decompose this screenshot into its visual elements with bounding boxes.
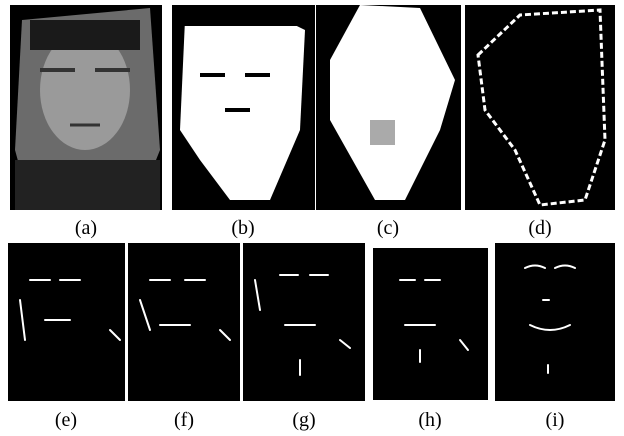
- image-panel: [465, 5, 615, 210]
- image-panel: [495, 243, 615, 401]
- panel-label: (e): [55, 409, 77, 431]
- panel-label: (a): [75, 217, 97, 239]
- image-panel: [243, 243, 365, 401]
- image-panel: [172, 5, 315, 210]
- panel-label: (d): [528, 217, 551, 239]
- image-panel: [373, 248, 488, 400]
- figure: (a) (b) (c) (d) (e) (f) (g) (h) (i): [0, 0, 624, 436]
- panel-label: (f): [174, 409, 194, 431]
- image-panel: [316, 5, 461, 210]
- image-panel: [8, 243, 125, 401]
- image-panel: [10, 5, 162, 210]
- panel-label: (h): [418, 409, 441, 431]
- panel-label: (c): [377, 217, 399, 239]
- image-panel: [128, 243, 240, 401]
- panel-label: (i): [546, 409, 565, 431]
- panel-label: (b): [231, 217, 254, 239]
- panel-label: (g): [292, 409, 315, 431]
